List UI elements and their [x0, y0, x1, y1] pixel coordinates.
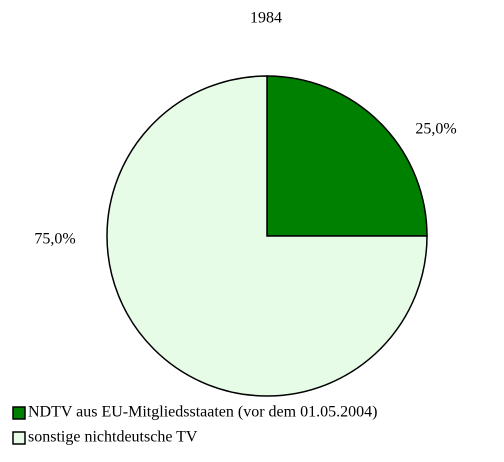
data-label: 75,0% — [34, 231, 75, 248]
legend-label: sonstige nichtdeutsche TV — [28, 429, 198, 446]
chart-title: 1984 — [250, 10, 282, 27]
data-label: 25,0% — [415, 121, 456, 138]
pie-slice — [266, 75, 428, 237]
pie-slice — [106, 75, 428, 397]
legend-label: NDTV aus EU-Mitgliedsstaaten (vor dem 01… — [28, 404, 377, 421]
legend-swatch — [12, 406, 26, 420]
legend-swatch — [12, 431, 26, 445]
